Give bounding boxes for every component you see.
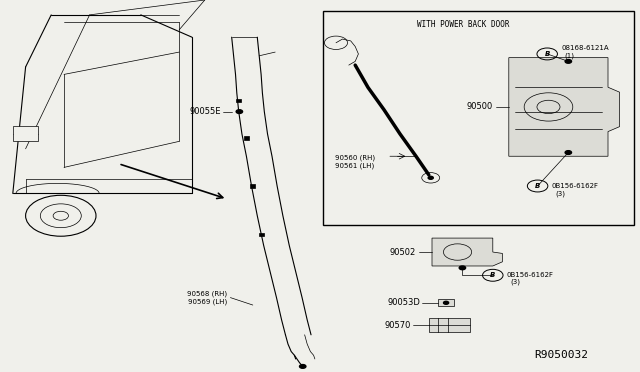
Circle shape (300, 365, 306, 368)
Text: (3): (3) (555, 190, 565, 197)
Text: R9050032: R9050032 (534, 350, 588, 360)
Text: 90055E: 90055E (189, 107, 221, 116)
Text: B: B (535, 183, 540, 189)
Text: 90500: 90500 (467, 102, 493, 112)
Text: B: B (490, 272, 495, 278)
Text: 90570: 90570 (385, 321, 411, 330)
Bar (438, 299, 454, 306)
Bar (13, 126, 38, 141)
Text: 90502: 90502 (390, 247, 416, 257)
Bar (429, 318, 470, 332)
Text: B: B (545, 51, 550, 57)
Text: (1): (1) (564, 52, 575, 59)
Bar (236, 99, 241, 102)
Bar (259, 232, 264, 236)
Circle shape (565, 151, 572, 154)
Polygon shape (509, 58, 620, 156)
Text: 90568 (RH): 90568 (RH) (187, 291, 227, 297)
Circle shape (460, 266, 466, 270)
Text: 0B156-6162F: 0B156-6162F (507, 272, 554, 278)
Text: 90569 (LH): 90569 (LH) (188, 298, 227, 305)
Circle shape (565, 60, 572, 63)
Text: 0B156-6162F: 0B156-6162F (552, 183, 598, 189)
Text: WITH POWER BACK DOOR: WITH POWER BACK DOOR (417, 20, 509, 29)
Text: 08168-6121A: 08168-6121A (561, 45, 609, 51)
Text: (3): (3) (510, 279, 520, 285)
Text: 90560 (RH): 90560 (RH) (335, 155, 376, 161)
Text: 90053D: 90053D (388, 298, 420, 307)
Circle shape (444, 301, 449, 304)
Bar (250, 184, 255, 188)
Text: 90561 (LH): 90561 (LH) (335, 162, 374, 169)
Bar (244, 136, 249, 140)
Bar (323, 11, 634, 225)
Circle shape (236, 110, 243, 113)
Polygon shape (432, 238, 502, 266)
Circle shape (428, 176, 433, 179)
